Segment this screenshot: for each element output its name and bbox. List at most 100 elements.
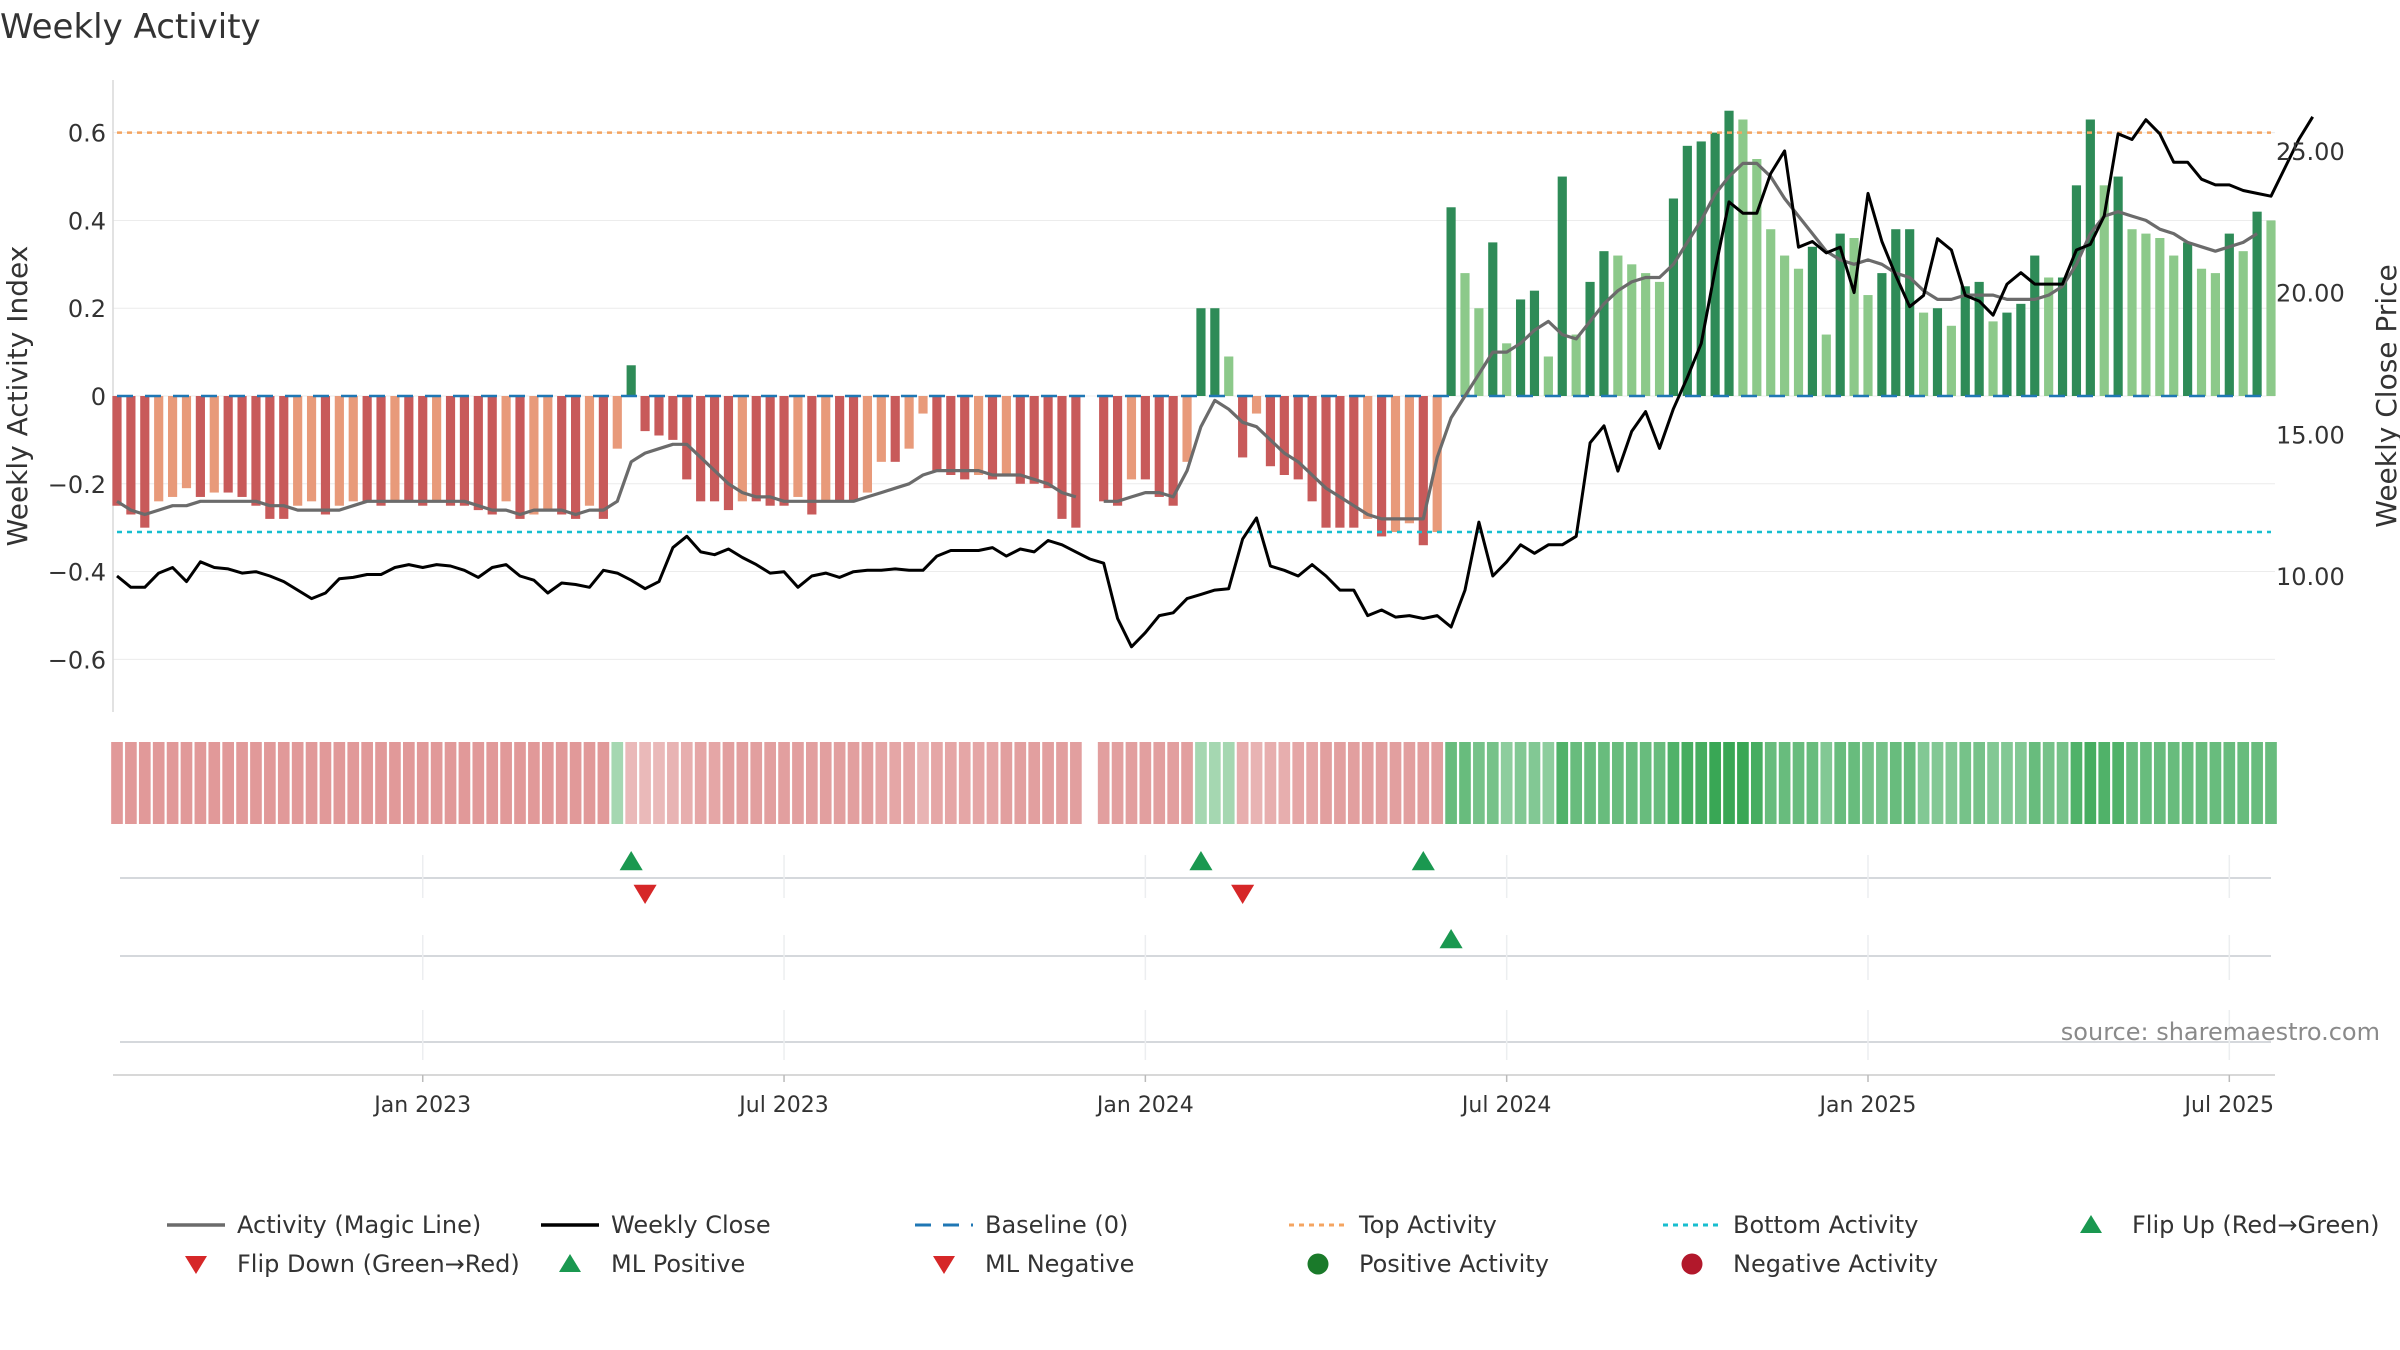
heat-cell bbox=[138, 742, 151, 824]
activity-bar bbox=[1071, 396, 1081, 528]
activity-bar bbox=[1390, 396, 1401, 533]
activity-bar bbox=[1057, 396, 1067, 519]
activity-bar bbox=[862, 396, 873, 493]
heat-cell bbox=[1570, 742, 1582, 824]
heat-cell bbox=[1639, 742, 1652, 824]
activity-bar bbox=[612, 396, 622, 449]
activity-bar bbox=[1585, 281, 1595, 396]
activity-bar bbox=[1752, 159, 1762, 396]
y-axis-label: Weekly Activity Index bbox=[1, 246, 34, 547]
heat-cell bbox=[375, 742, 387, 824]
activity-bar bbox=[1543, 356, 1553, 396]
heat-cell bbox=[194, 742, 207, 824]
activity-bar bbox=[709, 396, 720, 502]
heat-cell bbox=[1250, 742, 1263, 824]
activity-bar bbox=[2252, 211, 2262, 396]
y-tick-labels: −0.6 −0.4 −0.2 0 0.2 0.4 0.6 bbox=[48, 120, 106, 675]
activity-bar bbox=[181, 396, 192, 489]
flip-down-marker bbox=[633, 884, 657, 904]
legend-swatch-triangle-up bbox=[559, 1254, 581, 1272]
activity-bar bbox=[1905, 229, 1915, 396]
activity-bar bbox=[1043, 396, 1053, 489]
activity-bar bbox=[987, 396, 998, 480]
heat-cell bbox=[1056, 742, 1068, 824]
heat-cell bbox=[1445, 742, 1457, 824]
legend-swatch-circle bbox=[1307, 1253, 1329, 1275]
activity-bar bbox=[2238, 251, 2248, 396]
heat-cell bbox=[833, 742, 846, 824]
activity-bar bbox=[1251, 396, 1262, 414]
heat-cell bbox=[1584, 742, 1596, 824]
legend-item: Bottom Activity bbox=[1663, 1211, 1918, 1239]
heat-cell bbox=[1361, 742, 1374, 824]
legend-item: Weekly Close bbox=[541, 1211, 771, 1239]
activity-bar bbox=[1377, 396, 1387, 537]
heat-cell bbox=[680, 742, 693, 824]
activity-bar bbox=[1529, 290, 1540, 396]
x-tick-label: Jan 2024 bbox=[1095, 1093, 1194, 1118]
heat-cell bbox=[1459, 742, 1471, 824]
activity-bar bbox=[1974, 281, 1984, 396]
heat-cell bbox=[291, 742, 304, 824]
activity-bar bbox=[320, 396, 331, 515]
activity-bar bbox=[1307, 396, 1317, 502]
activity-bar bbox=[1335, 396, 1345, 528]
heat-cell bbox=[1556, 742, 1569, 824]
heat-cell bbox=[708, 742, 721, 824]
activity-bar bbox=[807, 396, 817, 515]
y-tick-label: 0.2 bbox=[68, 295, 106, 323]
activity-bar bbox=[1960, 286, 1970, 396]
heat-cell bbox=[778, 742, 790, 824]
activity-bar bbox=[348, 396, 358, 502]
heat-cell bbox=[250, 742, 262, 824]
activity-bar bbox=[2224, 233, 2234, 396]
y2-tick-label: 15.00 bbox=[2276, 421, 2345, 449]
activity-bar bbox=[390, 396, 400, 502]
activity-bar bbox=[154, 396, 164, 502]
activity-bar bbox=[598, 396, 608, 519]
heat-cell bbox=[1987, 742, 1999, 824]
activity-bar bbox=[2183, 242, 2193, 396]
heat-cell bbox=[889, 742, 902, 824]
activity-bar bbox=[1099, 396, 1109, 502]
activity-bar bbox=[904, 396, 914, 449]
heat-cell bbox=[2126, 742, 2138, 824]
activity-bar bbox=[1654, 281, 1665, 396]
legend-item: Activity (Magic Line) bbox=[167, 1211, 481, 1239]
heat-cell bbox=[1014, 742, 1027, 824]
activity-bar bbox=[1238, 396, 1248, 458]
heat-cell bbox=[2015, 742, 2027, 824]
activity-bar bbox=[237, 396, 247, 497]
heat-cell bbox=[2056, 742, 2069, 824]
heat-cell bbox=[1903, 742, 1916, 824]
activity-bar bbox=[1196, 308, 1206, 396]
heat-cell bbox=[1931, 742, 1944, 824]
heat-cell bbox=[125, 742, 137, 824]
heat-cell bbox=[667, 742, 679, 824]
heat-cell bbox=[1111, 742, 1124, 824]
activity-bar bbox=[1168, 396, 1178, 506]
activity-bar bbox=[1460, 273, 1470, 396]
y-tick-label: 0.4 bbox=[68, 207, 106, 235]
y-tick-label: −0.6 bbox=[48, 646, 106, 674]
activity-bar bbox=[1474, 308, 1484, 396]
heat-cell bbox=[917, 742, 929, 824]
heat-cell bbox=[1945, 742, 1958, 824]
magic-line bbox=[116, 161, 2258, 521]
heat-cell bbox=[819, 742, 832, 824]
heat-cell bbox=[416, 742, 429, 824]
legend-swatch-circle bbox=[1681, 1253, 1703, 1275]
heat-cell bbox=[611, 742, 624, 824]
activity-bar bbox=[1112, 396, 1123, 506]
heat-cell bbox=[847, 742, 860, 824]
activity-bar bbox=[1988, 321, 1998, 396]
heat-cell bbox=[1070, 742, 1082, 824]
heat-cell bbox=[1862, 742, 1874, 824]
y2-tick-label: 10.00 bbox=[2276, 563, 2345, 591]
activity-bar bbox=[2071, 185, 2082, 396]
activity-bar bbox=[1613, 255, 1623, 396]
activity-bar bbox=[223, 396, 233, 493]
x-tick-label: Jul 2025 bbox=[2183, 1093, 2275, 1118]
legend-label: Bottom Activity bbox=[1733, 1211, 1918, 1239]
activity-bar bbox=[1515, 299, 1526, 396]
